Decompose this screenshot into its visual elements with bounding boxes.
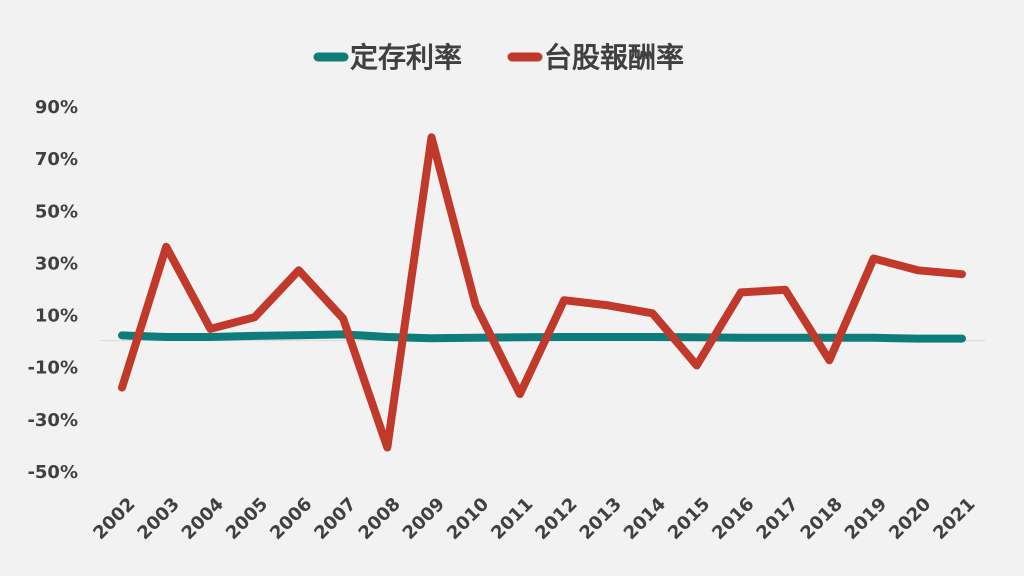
x-tick-label: 2016 [708, 494, 758, 544]
plot-area [118, 133, 966, 452]
x-tick-label: 2002 [89, 494, 139, 544]
x-tick-label: 2011 [487, 494, 537, 544]
x-tick-label: 2009 [399, 494, 449, 544]
x-tick-label: 2013 [576, 494, 626, 544]
x-tick-label: 2015 [664, 494, 714, 544]
x-tick-label: 2003 [133, 494, 183, 544]
x-tick-label: 2014 [620, 494, 670, 544]
y-tick-label: 90% [35, 97, 78, 118]
x-tick-label: 2017 [752, 494, 802, 544]
y-tick-label: 50% [35, 201, 78, 222]
x-tick-label: 2005 [222, 494, 272, 544]
y-tick-label: -10% [27, 358, 78, 379]
legend-label-2: 台股報酬率 [544, 41, 684, 74]
legend: 定存利率 台股報酬率 [313, 41, 684, 74]
y-axis: 90% 70% 50% 30% 10% -10% -30% -50% [27, 97, 78, 483]
y-tick-label: -50% [27, 462, 78, 483]
legend-label-1: 定存利率 [350, 41, 462, 74]
x-tick-label: 2008 [355, 494, 405, 544]
series-line-1 [118, 330, 966, 343]
x-tick-label: 2007 [310, 494, 360, 544]
x-tick-label: 2019 [841, 494, 891, 544]
x-tick-label: 2006 [266, 494, 316, 544]
x-axis: 2002200320042005200620072008200920102011… [89, 494, 979, 544]
y-tick-label: -30% [27, 410, 78, 431]
y-tick-label: 30% [35, 253, 78, 274]
y-tick-label: 10% [35, 306, 78, 327]
x-tick-label: 2018 [797, 494, 847, 544]
y-tick-label: 70% [35, 149, 78, 170]
x-tick-label: 2020 [885, 494, 935, 544]
x-tick-label: 2021 [929, 494, 979, 544]
x-tick-label: 2012 [531, 494, 581, 544]
series-line-2 [118, 133, 966, 452]
x-tick-label: 2004 [178, 494, 228, 544]
x-tick-label: 2010 [443, 494, 493, 544]
